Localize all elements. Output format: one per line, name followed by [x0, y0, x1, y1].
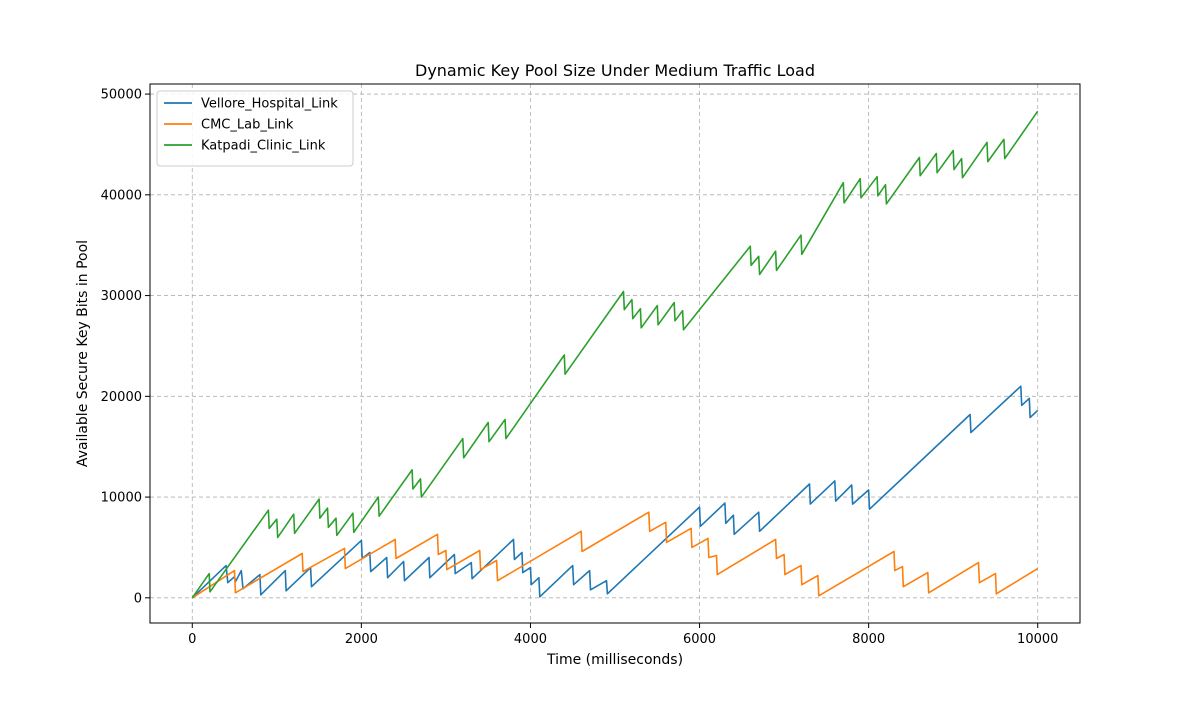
legend-entry: CMC_Lab_Link [201, 118, 294, 133]
x-axis-label: Time (milliseconds) [546, 652, 683, 668]
x-tick-label: 6000 [683, 632, 716, 647]
y-tick-label: 30000 [101, 289, 142, 304]
chart-title: Dynamic Key Pool Size Under Medium Traff… [415, 61, 815, 80]
legend: Vellore_Hospital_Link CMC_Lab_Link Katpadi… [156, 90, 354, 167]
x-tick-label: 0 [188, 632, 196, 647]
legend-box [156, 90, 354, 167]
legend-entry: Vellore_Hospital_Link [201, 97, 338, 112]
y-tick-label: 50000 [101, 88, 142, 103]
grid-layer [150, 84, 1080, 623]
series-line-1 [191, 511, 1039, 599]
y-tick-label: 40000 [101, 188, 142, 203]
x-tick-label: 8000 [852, 632, 885, 647]
x-tick-label: 10000 [1017, 632, 1058, 647]
legend-entry: Katpadi_Clinic_Link [201, 139, 326, 154]
y-tick-label: 20000 [101, 390, 142, 405]
y-tick-label: 0 [134, 591, 142, 606]
series-line-2 [191, 110, 1039, 599]
series-layer [191, 110, 1039, 599]
x-tick-label: 2000 [345, 632, 378, 647]
plot-frame [149, 83, 1081, 624]
y-axis-label: Available Secure Key Bits in Pool [75, 240, 91, 467]
x-tick-label: 4000 [514, 632, 547, 647]
series-line-0 [191, 385, 1039, 599]
ticks-layer: 0 2000 4000 6000 8000 10000 0 10000 20000 30000 40… [101, 88, 1059, 647]
y-tick-label: 10000 [101, 491, 142, 506]
